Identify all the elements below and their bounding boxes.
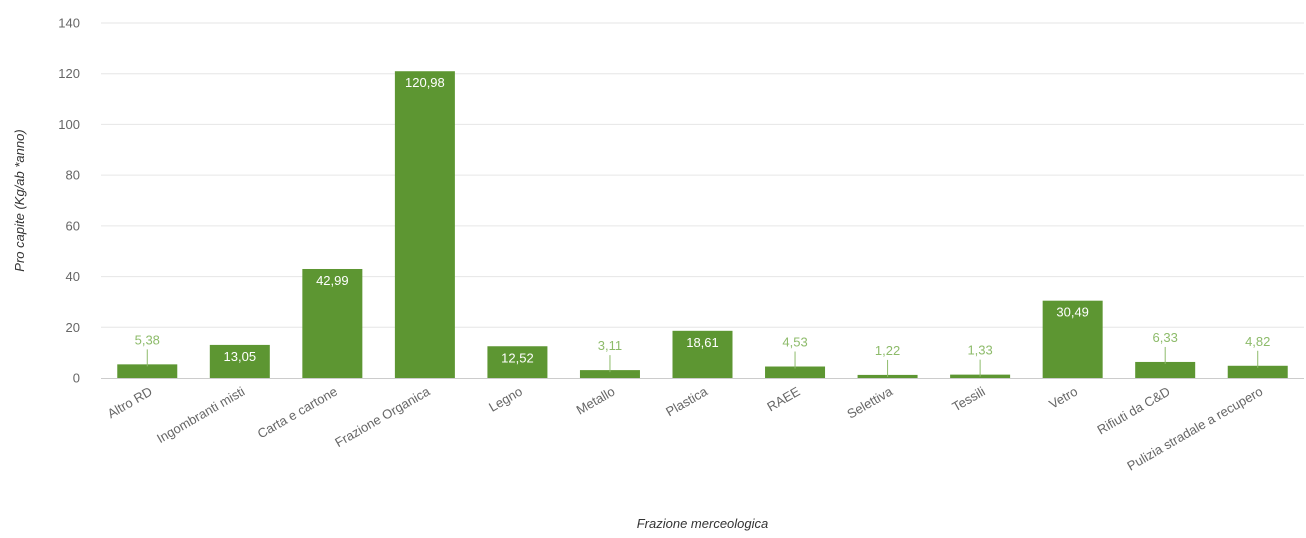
- bar: [117, 364, 178, 378]
- x-axis-title: Frazione merceologica: [637, 516, 769, 531]
- bar: [209, 344, 270, 378]
- x-tick-label: Legno: [486, 384, 525, 415]
- bar: [1042, 300, 1103, 378]
- data-label: 1,22: [875, 343, 900, 358]
- data-label: 5,38: [135, 332, 160, 347]
- data-label: 4,82: [1245, 334, 1270, 349]
- data-label: 42,99: [316, 273, 349, 288]
- y-tick-label: 100: [58, 117, 80, 132]
- bar: [302, 268, 363, 378]
- x-tick-labels-layer: Altro RD Ingombranti misti Carta e cartone…: [105, 383, 1266, 473]
- y-tick-label: 80: [66, 168, 80, 183]
- bar: [672, 330, 733, 378]
- data-label: 12,52: [501, 350, 534, 365]
- data-label: 30,49: [1056, 305, 1089, 320]
- x-tick-label: Carta e cartone: [255, 384, 340, 442]
- data-label: 18,61: [686, 335, 719, 350]
- data-labels-layer: 5,38 13,05 42,99 120,98 12,52 3,11 18,61 4,53 1,…: [135, 75, 1270, 377]
- y-tick-label: 20: [66, 320, 80, 335]
- y-tick-label: 120: [58, 66, 80, 81]
- x-tick-label: Ingombranti misti: [154, 384, 247, 447]
- y-tick-label: 60: [66, 218, 80, 233]
- bar: [765, 366, 826, 378]
- y-tick-label: 140: [58, 16, 80, 31]
- data-label: 13,05: [224, 349, 257, 364]
- x-tick-label: Plastica: [663, 383, 711, 419]
- bar: [487, 346, 548, 378]
- x-tick-label: Metallo: [574, 384, 618, 418]
- x-tick-label: Selettiva: [844, 383, 895, 421]
- data-label: 1,33: [967, 343, 992, 358]
- data-label: 3,11: [598, 338, 622, 353]
- grid-layer: 0 20 40 60 80 100 120 140: [58, 16, 1304, 386]
- x-tick-label: Altro RD: [105, 384, 155, 422]
- data-label: 6,33: [1153, 330, 1178, 345]
- x-tick-label: Tessili: [949, 384, 987, 415]
- x-tick-label: Rifiuti da C&D: [1094, 384, 1172, 438]
- data-label: 4,53: [782, 335, 807, 350]
- bar: [579, 370, 640, 378]
- y-tick-label: 0: [73, 371, 80, 386]
- x-tick-label: Vetro: [1046, 384, 1080, 412]
- x-tick-label: Frazione Organica: [332, 383, 433, 450]
- bars-layer: [117, 71, 1288, 379]
- y-axis-title: Pro capite (Kg/ab *anno): [12, 129, 27, 271]
- x-tick-label: RAEE: [764, 383, 802, 414]
- data-label: 120,98: [405, 75, 445, 90]
- bar: [394, 71, 455, 379]
- y-tick-label: 40: [66, 269, 80, 284]
- bar: [1227, 365, 1288, 378]
- bar: [1135, 361, 1196, 378]
